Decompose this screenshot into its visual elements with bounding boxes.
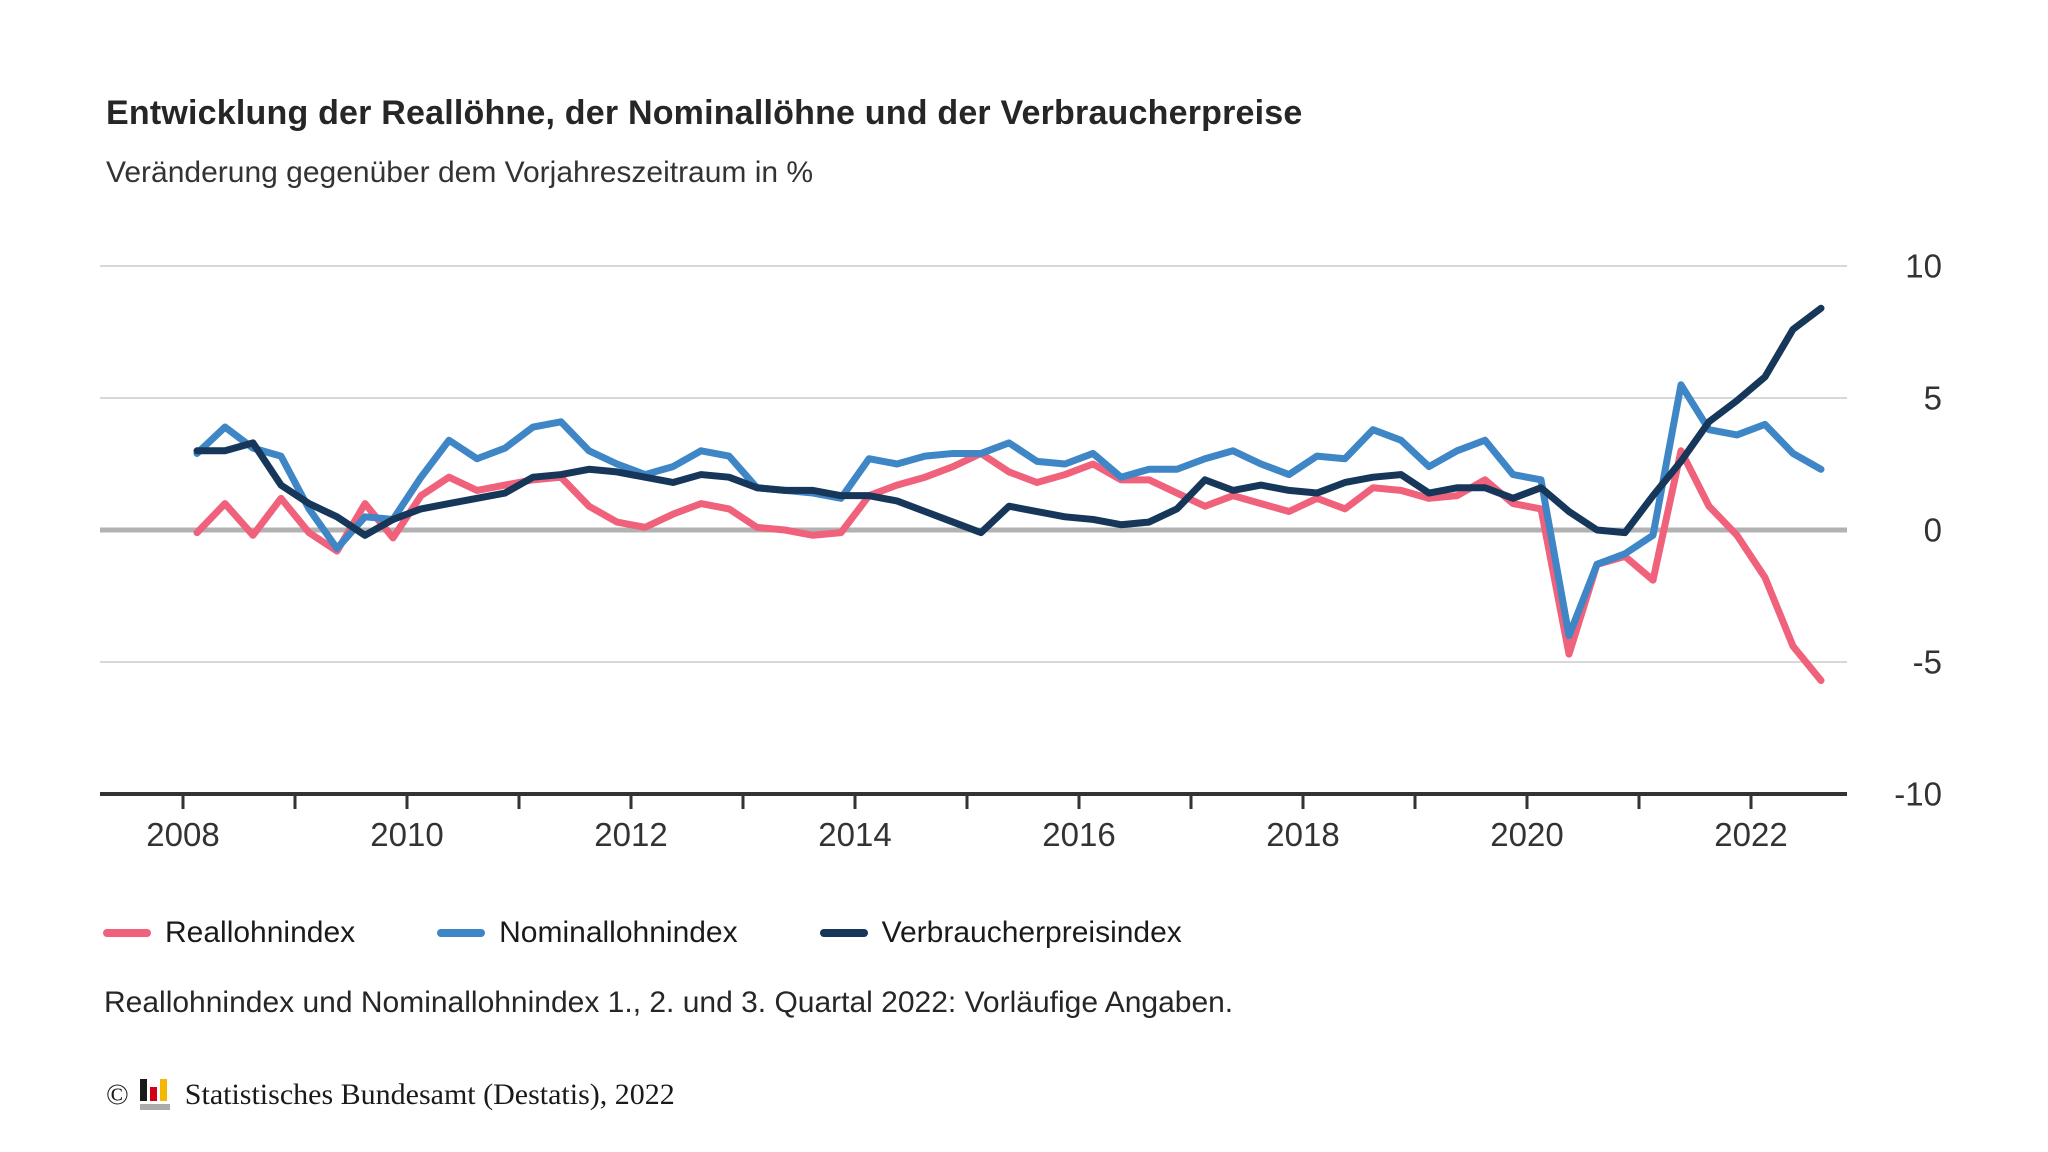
legend-item-nominallohnindex: Nominallohnindex bbox=[437, 916, 738, 950]
page-title: Entwicklung der Reallöhne, der Nominallö… bbox=[106, 94, 1303, 132]
legend-label: Verbraucherpreisindex bbox=[881, 916, 1182, 949]
x-tick-label: 2014 bbox=[818, 816, 891, 853]
y-tick-label: 10 bbox=[1905, 248, 1942, 285]
page-subtitle: Veränderung gegenüber dem Vorjahreszeitr… bbox=[106, 156, 814, 189]
x-tick-label: 2018 bbox=[1266, 816, 1339, 853]
legend: Reallohnindex Nominallohnindex Verbrauch… bbox=[103, 916, 1182, 950]
x-axis bbox=[100, 792, 1847, 809]
reallohnindex-line-swatch-icon bbox=[103, 929, 151, 937]
verbraucherpreisindex-line-swatch-icon bbox=[819, 929, 868, 937]
legend-label: Nominallohnindex bbox=[499, 916, 738, 949]
legend-item-verbraucherpreisindex: Verbraucherpreisindex bbox=[819, 916, 1182, 950]
x-tick-label: 2016 bbox=[1042, 816, 1115, 853]
x-axis-ticks bbox=[181, 794, 1753, 809]
y-axis-labels: 10 5 0 -5 -10 bbox=[1894, 248, 1942, 813]
x-tick-label: 2012 bbox=[594, 816, 667, 853]
verbraucherpreisindex-line bbox=[193, 304, 1825, 539]
legend-label: Reallohnindex bbox=[165, 916, 356, 949]
x-tick-label: 2010 bbox=[370, 816, 443, 853]
reallohnindex-line bbox=[193, 447, 1825, 684]
source-text: Statistisches Bundesamt (Destatis), 2022 bbox=[184, 1078, 675, 1111]
x-tick-label: 2008 bbox=[146, 816, 219, 853]
y-tick-label: 5 bbox=[1924, 380, 1942, 417]
y-tick-label: -5 bbox=[1913, 644, 1942, 681]
x-axis-labels: 2008 2010 2012 2014 2016 2018 2020 2022 bbox=[146, 816, 1787, 853]
legend-item-reallohnindex: Reallohnindex bbox=[103, 916, 355, 950]
chart-series bbox=[193, 304, 1825, 684]
x-tick-label: 2022 bbox=[1714, 816, 1787, 853]
nominallohnindex-line bbox=[193, 381, 1825, 640]
nominallohnindex-line-swatch-icon bbox=[437, 929, 486, 937]
copyright-icon: © bbox=[106, 1078, 129, 1111]
destatis-logo-icon bbox=[139, 1079, 170, 1110]
x-tick-label: 2020 bbox=[1490, 816, 1563, 853]
source-line: © Statistisches Bundesamt (Destatis), 20… bbox=[106, 1078, 675, 1112]
footnote: Reallohnindex und Nominallohnindex 1., 2… bbox=[104, 986, 1234, 1019]
y-tick-label: -10 bbox=[1894, 776, 1942, 813]
y-tick-label: 0 bbox=[1924, 512, 1942, 549]
